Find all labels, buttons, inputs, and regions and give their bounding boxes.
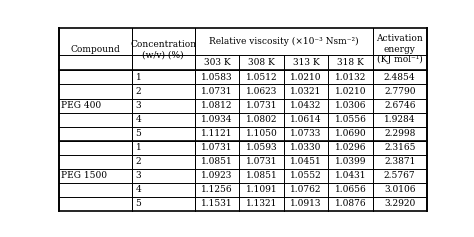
Text: 1.0733: 1.0733 [291,129,322,138]
Text: 1.0623: 1.0623 [246,87,277,96]
Text: Activation
energy
(KJ mol⁻¹): Activation energy (KJ mol⁻¹) [376,34,423,64]
Text: 2.5767: 2.5767 [384,171,416,180]
Text: 1.1050: 1.1050 [246,129,277,138]
Text: 1.0656: 1.0656 [335,185,366,194]
Text: 1.0296: 1.0296 [335,143,366,152]
Text: 2: 2 [136,87,141,96]
Text: 1.0210: 1.0210 [290,73,322,82]
Text: 1.0614: 1.0614 [290,115,322,124]
Text: 1.0432: 1.0432 [291,101,322,110]
Text: 1.0851: 1.0851 [246,171,277,180]
Text: 5: 5 [136,199,141,208]
Text: 1.0583: 1.0583 [201,73,233,82]
Text: 5: 5 [136,129,141,138]
Text: 2: 2 [136,157,141,166]
Text: 3: 3 [136,171,141,180]
Text: 1.0132: 1.0132 [335,73,366,82]
Text: Concentration
(w/v) (%): Concentration (w/v) (%) [130,40,196,59]
Text: 1.0731: 1.0731 [246,101,277,110]
Text: 1.0451: 1.0451 [290,157,322,166]
Text: 1.0321: 1.0321 [291,87,322,96]
Text: 303 K: 303 K [204,58,230,67]
Text: 1.0399: 1.0399 [335,157,366,166]
Text: 1.0731: 1.0731 [201,87,233,96]
Text: 1.1091: 1.1091 [246,185,277,194]
Text: 1.0731: 1.0731 [246,157,277,166]
Text: 1.0934: 1.0934 [201,115,233,124]
Text: 2.3871: 2.3871 [384,157,415,166]
Text: 3.2920: 3.2920 [384,199,415,208]
Text: 1.0593: 1.0593 [246,143,277,152]
Text: 308 K: 308 K [248,58,275,67]
Text: 2.7790: 2.7790 [384,87,416,96]
Text: 1: 1 [136,143,141,152]
Text: 1.1256: 1.1256 [201,185,233,194]
Text: 1.0552: 1.0552 [290,171,322,180]
Text: 2.4854: 2.4854 [384,73,416,82]
Text: 1.0762: 1.0762 [290,185,322,194]
Text: 1.0306: 1.0306 [335,101,366,110]
Text: 1.0923: 1.0923 [201,171,233,180]
Text: 1.1121: 1.1121 [201,129,233,138]
Text: 313 K: 313 K [292,58,319,67]
Text: 2.2998: 2.2998 [384,129,415,138]
Text: 1.0556: 1.0556 [335,115,366,124]
Text: Relative viscosity (×10⁻³ Nsm⁻²): Relative viscosity (×10⁻³ Nsm⁻²) [209,37,359,46]
Text: 1.0330: 1.0330 [291,143,322,152]
Text: 1.0210: 1.0210 [335,87,366,96]
Text: 3: 3 [136,101,141,110]
Text: 1.0431: 1.0431 [335,171,366,180]
Text: 4: 4 [136,115,141,124]
Text: PEG 400: PEG 400 [61,101,101,110]
Text: 318 K: 318 K [337,58,364,67]
Text: 4: 4 [136,185,141,194]
Text: 1.0812: 1.0812 [201,101,233,110]
Text: Compound: Compound [71,45,120,54]
Text: 1.0512: 1.0512 [246,73,277,82]
Text: 1.1531: 1.1531 [201,199,233,208]
Text: 1.0913: 1.0913 [290,199,322,208]
Text: 1.9284: 1.9284 [384,115,416,124]
Text: 1: 1 [136,73,141,82]
Text: 3.0106: 3.0106 [384,185,416,194]
Text: 1.0690: 1.0690 [335,129,366,138]
Text: 2.6746: 2.6746 [384,101,416,110]
Text: PEG 1500: PEG 1500 [61,171,107,180]
Text: 1.0802: 1.0802 [246,115,277,124]
Text: 1.0876: 1.0876 [335,199,366,208]
Text: 2.3165: 2.3165 [384,143,416,152]
Text: 1.0851: 1.0851 [201,157,233,166]
Text: 1.0731: 1.0731 [201,143,233,152]
Text: 1.1321: 1.1321 [246,199,277,208]
